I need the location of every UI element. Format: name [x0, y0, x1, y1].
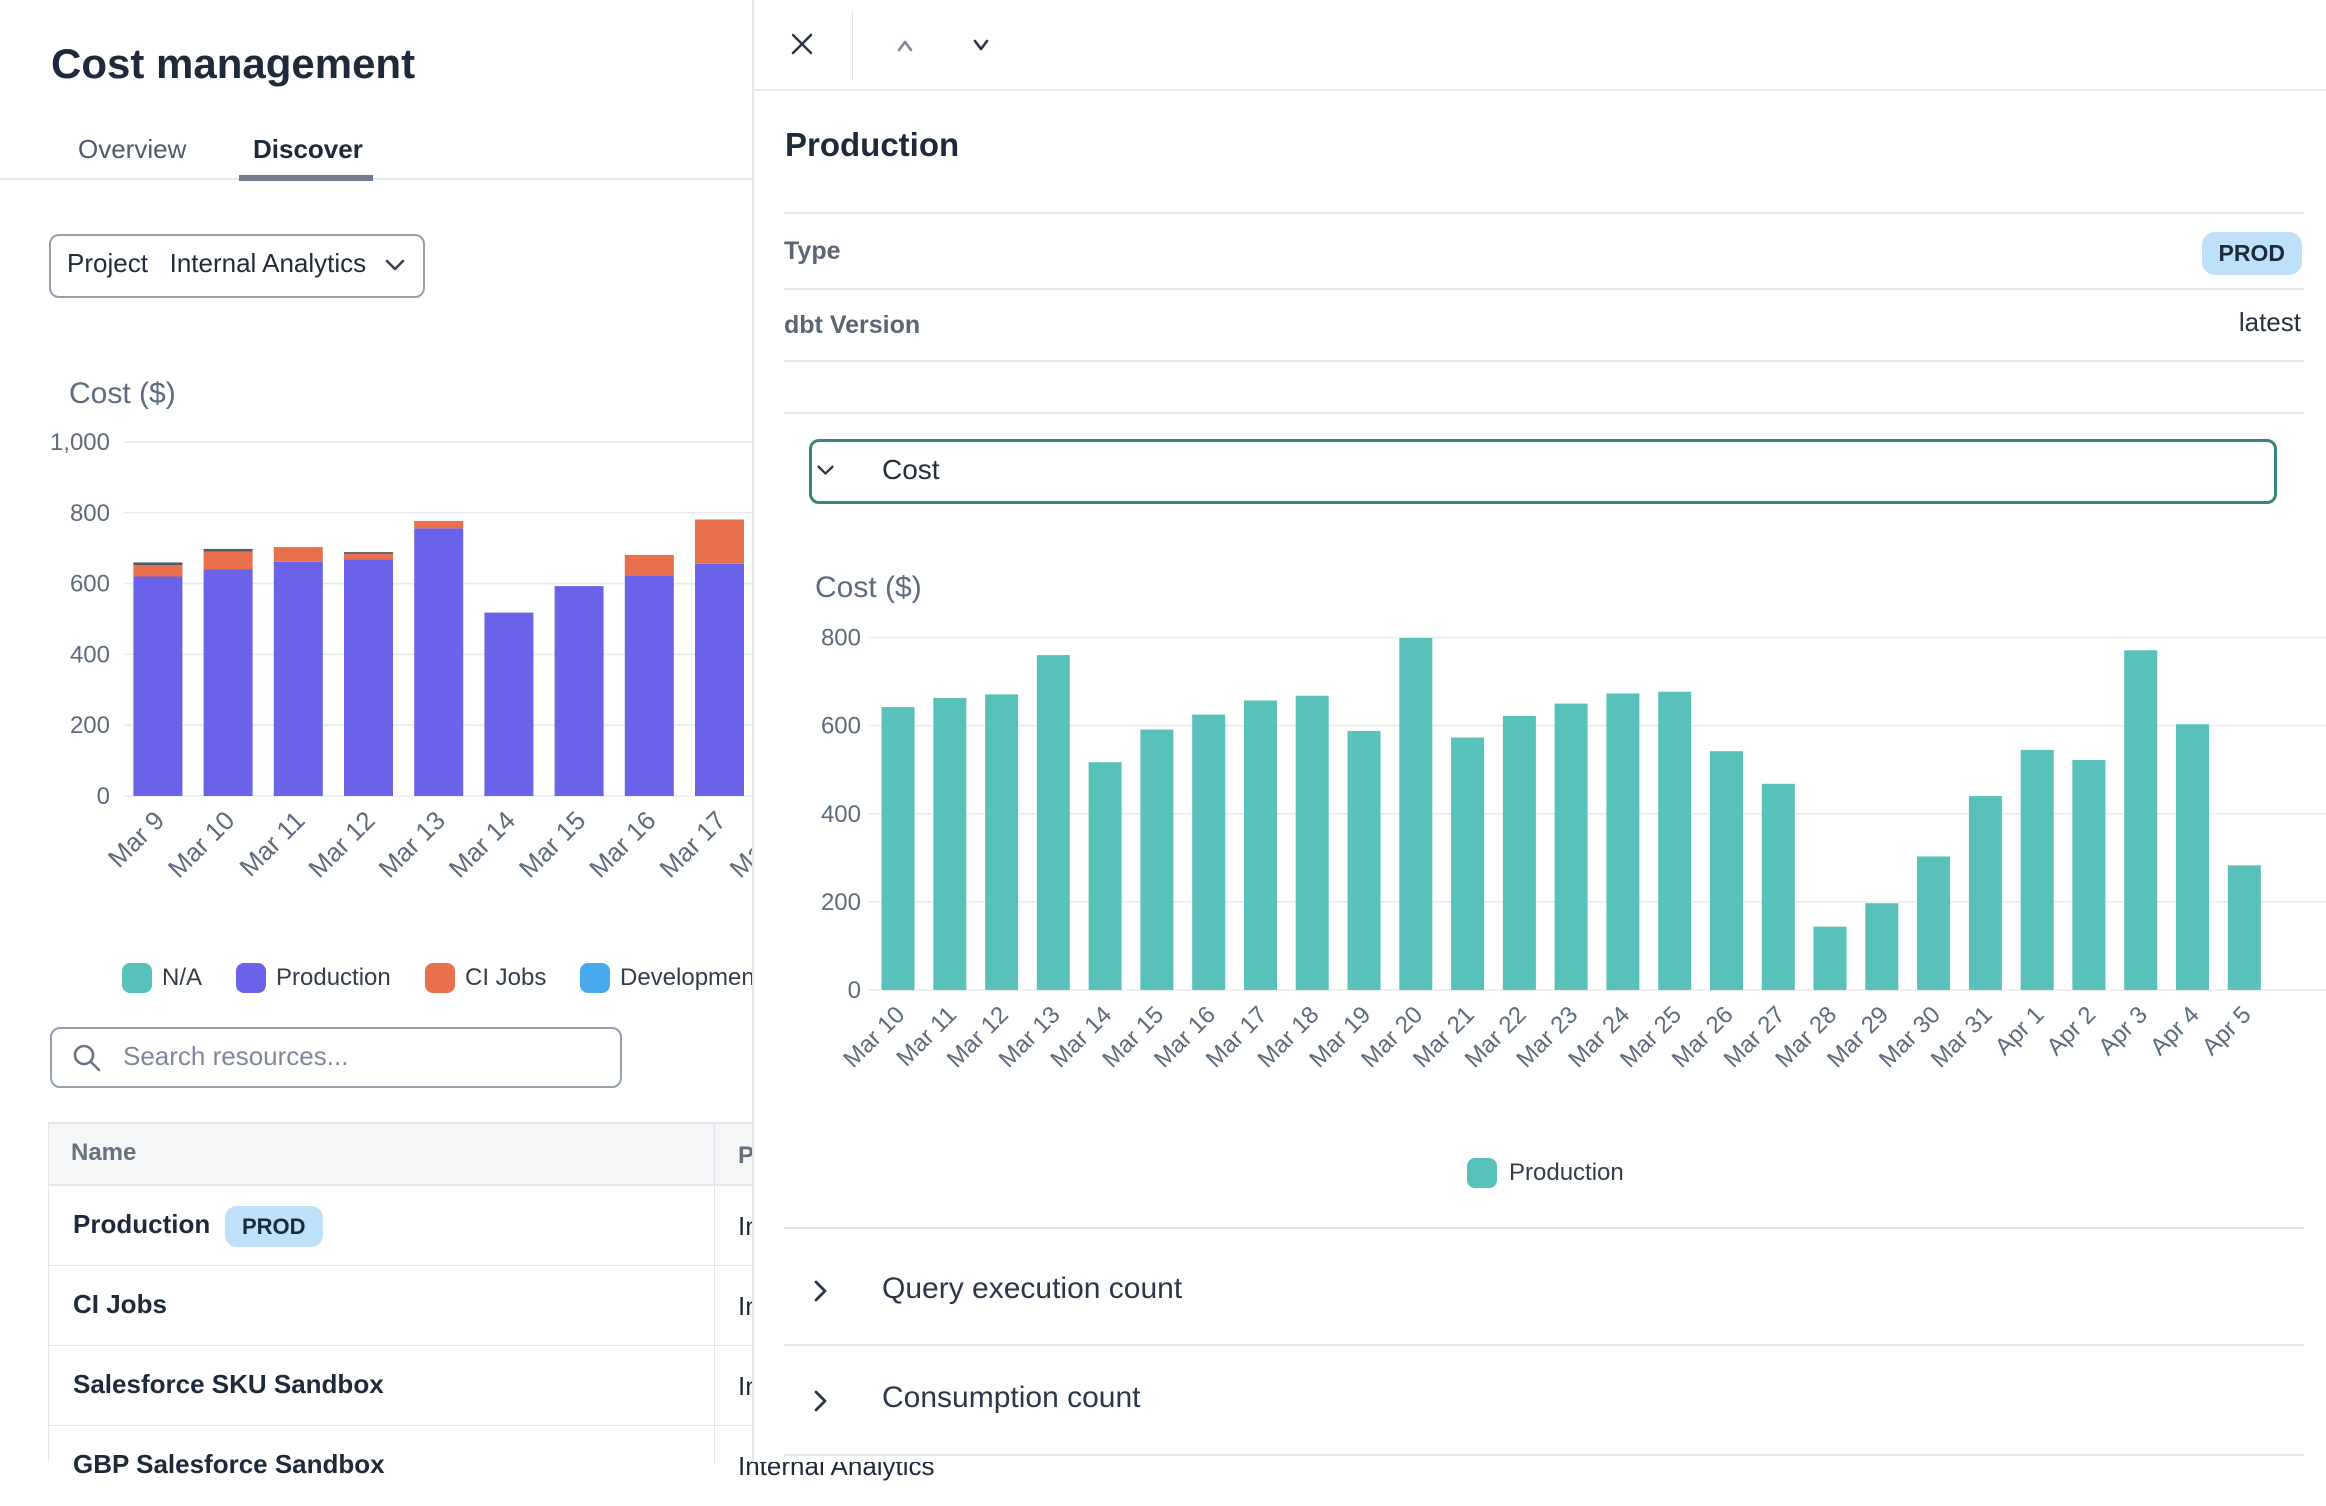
- svg-text:Mar 14: Mar 14: [443, 805, 521, 883]
- svg-text:600: 600: [70, 571, 110, 598]
- svg-text:800: 800: [70, 500, 110, 527]
- svg-text:Mar 11: Mar 11: [233, 805, 310, 882]
- svg-text:0: 0: [848, 977, 861, 1004]
- svg-text:Mar 10: Mar 10: [162, 805, 240, 883]
- svg-text:Mar 13: Mar 13: [373, 805, 451, 883]
- svg-text:800: 800: [821, 625, 861, 652]
- svg-text:0: 0: [97, 783, 110, 810]
- svg-text:200: 200: [70, 712, 110, 739]
- svg-text:Mar 17: Mar 17: [653, 805, 731, 883]
- svg-text:400: 400: [70, 641, 110, 668]
- svg-text:Apr 3: Apr 3: [2093, 1001, 2153, 1061]
- svg-text:Mar 12: Mar 12: [302, 805, 380, 883]
- svg-text:Apr 5: Apr 5: [2197, 1001, 2257, 1061]
- svg-text:Mar 15: Mar 15: [513, 805, 591, 883]
- svg-text:Apr 4: Apr 4: [2145, 1001, 2205, 1061]
- svg-text:400: 400: [821, 801, 861, 828]
- svg-text:Apr 2: Apr 2: [2041, 1001, 2101, 1061]
- svg-text:Apr 1: Apr 1: [1990, 1001, 2050, 1061]
- svg-text:Mar 10: Mar 10: [838, 1001, 910, 1073]
- svg-text:200: 200: [821, 889, 861, 916]
- svg-text:600: 600: [821, 713, 861, 740]
- svg-text:Mar 16: Mar 16: [583, 805, 661, 883]
- svg-text:Mar 9: Mar 9: [102, 805, 170, 873]
- svg-text:1,000: 1,000: [50, 429, 110, 456]
